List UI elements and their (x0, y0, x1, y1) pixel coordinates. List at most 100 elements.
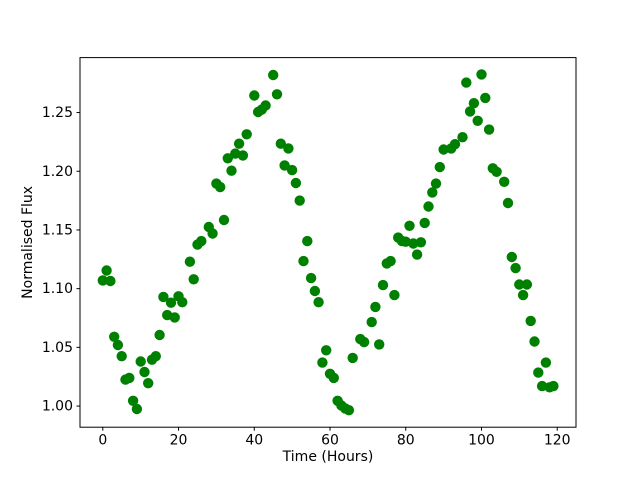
data-point (237, 150, 249, 161)
data-point (150, 351, 161, 362)
data-point (514, 279, 525, 290)
data-point (419, 217, 430, 229)
data-point (112, 339, 124, 351)
x-tick-label: 0 (98, 433, 107, 449)
data-point (321, 345, 332, 356)
data-point (525, 315, 536, 327)
data-point (533, 367, 544, 378)
data-point (317, 357, 328, 368)
data-point (499, 176, 510, 187)
data-point (434, 161, 445, 173)
data-point (158, 291, 169, 303)
data-point (97, 275, 109, 286)
y-tick-label: 1.25 (42, 105, 73, 121)
y-tick-label: 1.05 (42, 340, 73, 356)
data-point (510, 262, 521, 274)
x-tick-label: 120 (544, 433, 571, 449)
data-point (294, 195, 305, 206)
x-tick-label: 60 (321, 433, 339, 449)
data-point (101, 265, 112, 276)
data-point (476, 69, 487, 80)
data-point (215, 181, 226, 193)
data-point (298, 255, 309, 267)
x-tick-label: 100 (468, 433, 495, 449)
x-tick-label: 20 (170, 433, 188, 449)
data-point (506, 251, 517, 263)
data-point (279, 160, 290, 171)
data-point (124, 372, 135, 384)
data-point (290, 177, 302, 189)
data-point (233, 138, 245, 149)
data-point (540, 357, 552, 368)
data-point (283, 143, 294, 154)
data-point (127, 395, 139, 406)
data-point (529, 336, 540, 347)
data-point (461, 77, 472, 88)
ticks-layer: 0 20 40 60 80 100 120 1.00 1.05 1.10 1.15 1.20 1.25 (42, 105, 571, 449)
data-point (415, 237, 427, 248)
data-point (343, 405, 355, 416)
data-point (226, 165, 237, 176)
y-tick-label: 1.10 (42, 281, 73, 297)
data-point (423, 201, 434, 212)
data-point (438, 144, 449, 155)
data-point (385, 255, 396, 267)
data-point (143, 378, 154, 389)
data-point (177, 297, 188, 308)
data-point (109, 331, 120, 342)
data-point (480, 92, 491, 104)
data-point (302, 235, 313, 247)
data-point (449, 139, 461, 150)
data-point (241, 129, 252, 140)
data-point (196, 235, 207, 247)
data-point (483, 124, 495, 135)
axes-frame (79, 57, 577, 428)
data-point (116, 351, 127, 362)
data-point (271, 89, 283, 100)
data-point (464, 106, 476, 117)
data-point (139, 366, 150, 378)
data-point (328, 372, 339, 384)
data-point (517, 289, 529, 301)
data-point (249, 90, 260, 101)
data-point (548, 380, 559, 392)
data-point (305, 272, 317, 284)
data-point (472, 115, 483, 127)
data-point (105, 275, 116, 287)
data-point (260, 100, 271, 111)
data-point (222, 153, 233, 164)
x-tick-label: 40 (245, 433, 263, 449)
y-tick-label: 1.20 (42, 164, 73, 180)
x-axis-label: Time (Hours) (282, 449, 374, 465)
data-point (427, 187, 438, 198)
data-point (309, 285, 321, 297)
data-point (131, 403, 143, 415)
data-point (165, 297, 177, 308)
y-axis-label: Normalised Flux (20, 186, 36, 299)
data-point (389, 289, 400, 301)
data-point (411, 249, 423, 260)
data-point (404, 220, 415, 231)
data-point (358, 336, 370, 348)
data-point (135, 356, 146, 367)
data-point (377, 279, 389, 291)
data-point (184, 256, 196, 267)
data-point (218, 214, 230, 226)
data-point (370, 301, 381, 313)
data-point (502, 197, 514, 209)
data-point (286, 164, 298, 176)
data-point (207, 228, 218, 239)
data-point (268, 69, 279, 81)
data-point (169, 312, 180, 323)
data-point (430, 178, 442, 189)
data-point (347, 352, 358, 364)
data-point (468, 98, 480, 109)
data-point (457, 132, 468, 143)
data-point (374, 339, 385, 350)
data-point (366, 316, 377, 328)
data-point (275, 138, 286, 149)
data-point (491, 166, 502, 177)
data-point (154, 329, 165, 341)
